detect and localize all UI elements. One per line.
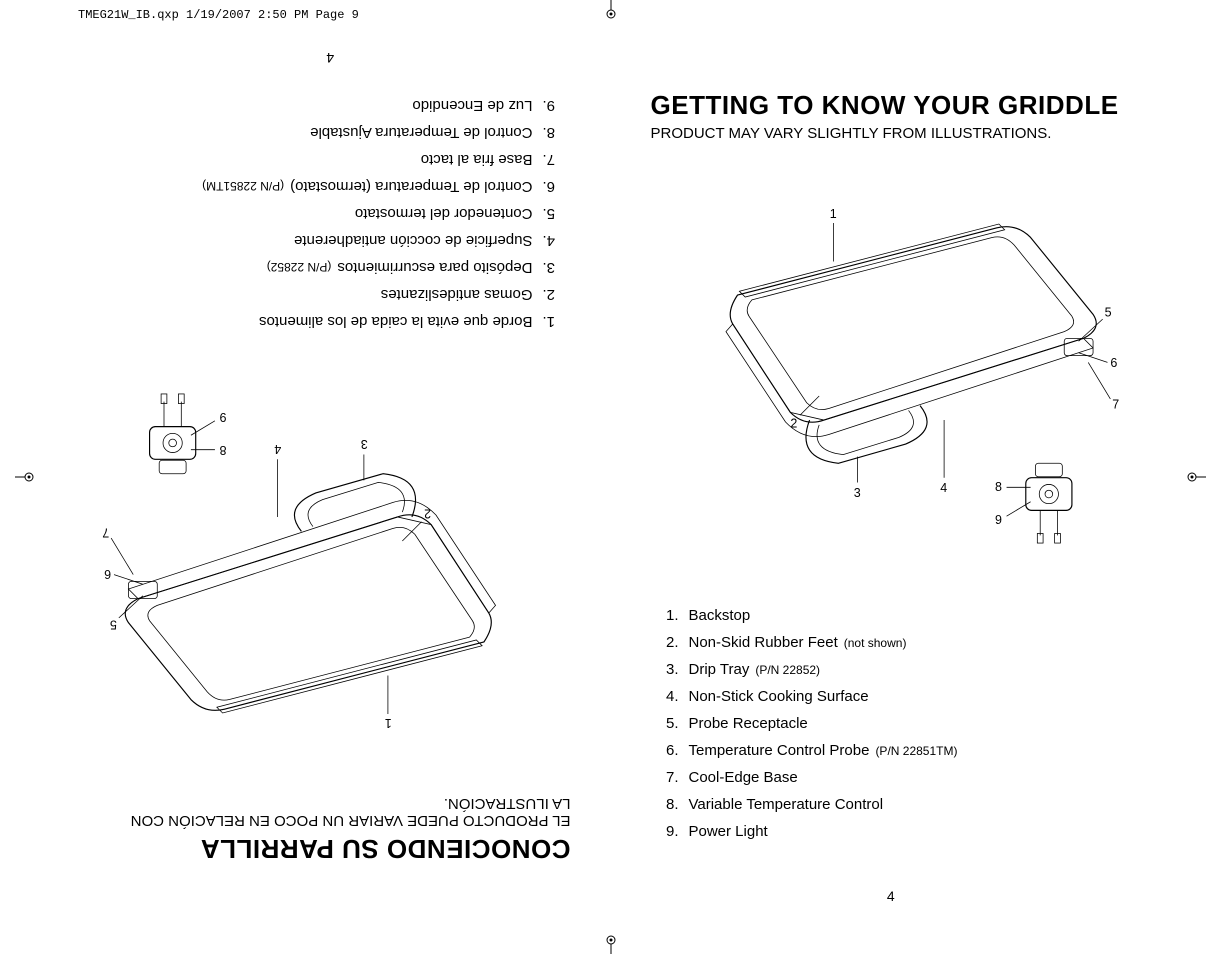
page-number-english: 4	[611, 888, 1172, 904]
list-item: 3.Drip Tray(P/N 22852)	[651, 656, 1132, 683]
subtitle-spanish: EL PRODUCTO PUEDE VARIAR UN POCO EN RELA…	[90, 795, 571, 829]
crop-mark-bottom	[601, 934, 621, 954]
svg-text:8: 8	[219, 443, 226, 457]
svg-text:6: 6	[1110, 356, 1117, 370]
parts-list-spanish: 1.Borde que evita la caida de los alimen…	[90, 92, 571, 335]
list-item: 8.Control de Temperatura Ajustable	[90, 119, 571, 146]
list-item: 1.Backstop	[651, 602, 1132, 629]
spread: CONOCIENDO SU PARRILLA EL PRODUCTO PUEDE…	[50, 40, 1171, 914]
list-item: 9.Luz de Encendido	[90, 92, 571, 119]
list-item: 6.Temperature Control Probe(P/N 22851TM)	[651, 737, 1132, 764]
svg-text:3: 3	[853, 486, 860, 500]
list-item: 4.Non-Stick Cooking Surface	[651, 683, 1132, 710]
list-item: 2.Gomas antideslizantes	[90, 281, 571, 308]
svg-text:7: 7	[1112, 398, 1119, 412]
title-english: GETTING TO KNOW YOUR GRIDDLE	[651, 90, 1132, 121]
svg-text:4: 4	[274, 442, 281, 456]
print-slug: TMEG21W_IB.qxp 1/19/2007 2:50 PM Page 9	[78, 8, 359, 22]
svg-text:5: 5	[1104, 305, 1111, 319]
page-english: GETTING TO KNOW YOUR GRIDDLE PRODUCT MAY…	[611, 40, 1172, 914]
list-item: 8.Variable Temperature Control	[651, 791, 1132, 818]
list-item: 4.Superficie de cocción antiadherente	[90, 227, 571, 254]
list-item: 1.Borde que evita la caida de los alimen…	[90, 308, 571, 335]
list-item: 7.Base fria al tacto	[90, 146, 571, 173]
svg-text:5: 5	[110, 618, 117, 632]
svg-text:1: 1	[385, 716, 392, 730]
page-spanish: CONOCIENDO SU PARRILLA EL PRODUCTO PUEDE…	[50, 40, 611, 914]
list-item: 5.Probe Receptacle	[651, 710, 1132, 737]
svg-text:4: 4	[940, 481, 947, 495]
parts-list-english: 1.Backstop 2.Non-Skid Rubber Feet(not sh…	[651, 602, 1132, 845]
crop-mark-left	[15, 467, 35, 487]
svg-text:2: 2	[424, 506, 431, 520]
svg-text:3: 3	[361, 437, 368, 451]
svg-text:9: 9	[995, 513, 1002, 527]
subtitle-english: PRODUCT MAY VARY SLIGHTLY FROM ILLUSTRAT…	[651, 125, 1132, 142]
title-spanish: CONOCIENDO SU PARRILLA	[90, 833, 571, 864]
svg-text:8: 8	[995, 480, 1002, 494]
crop-mark-right	[1186, 467, 1206, 487]
svg-text:2: 2	[790, 417, 797, 431]
list-item: 6.Control de Temperatura (termostato)(P/…	[90, 173, 571, 200]
svg-text:1: 1	[829, 207, 836, 221]
list-item: 5.Contenedor del termostato	[90, 200, 571, 227]
list-item: 9.Power Light	[651, 818, 1132, 845]
griddle-diagram-english: 1 2 3 4 5 6 7 8 9	[651, 162, 1132, 582]
svg-text:6: 6	[104, 567, 111, 581]
svg-text:7: 7	[102, 525, 109, 539]
list-item: 3.Depósito para escurrimientos(P/N 22852…	[90, 254, 571, 281]
list-item: 7.Cool-Edge Base	[651, 764, 1132, 791]
griddle-diagram-spanish: 1 2 3 4 5 6 7 8 9	[90, 355, 571, 775]
list-item: 2.Non-Skid Rubber Feet(not shown)	[651, 629, 1132, 656]
crop-mark-top	[601, 0, 621, 20]
page-number-spanish: 4	[50, 50, 611, 66]
svg-text:9: 9	[219, 410, 226, 424]
